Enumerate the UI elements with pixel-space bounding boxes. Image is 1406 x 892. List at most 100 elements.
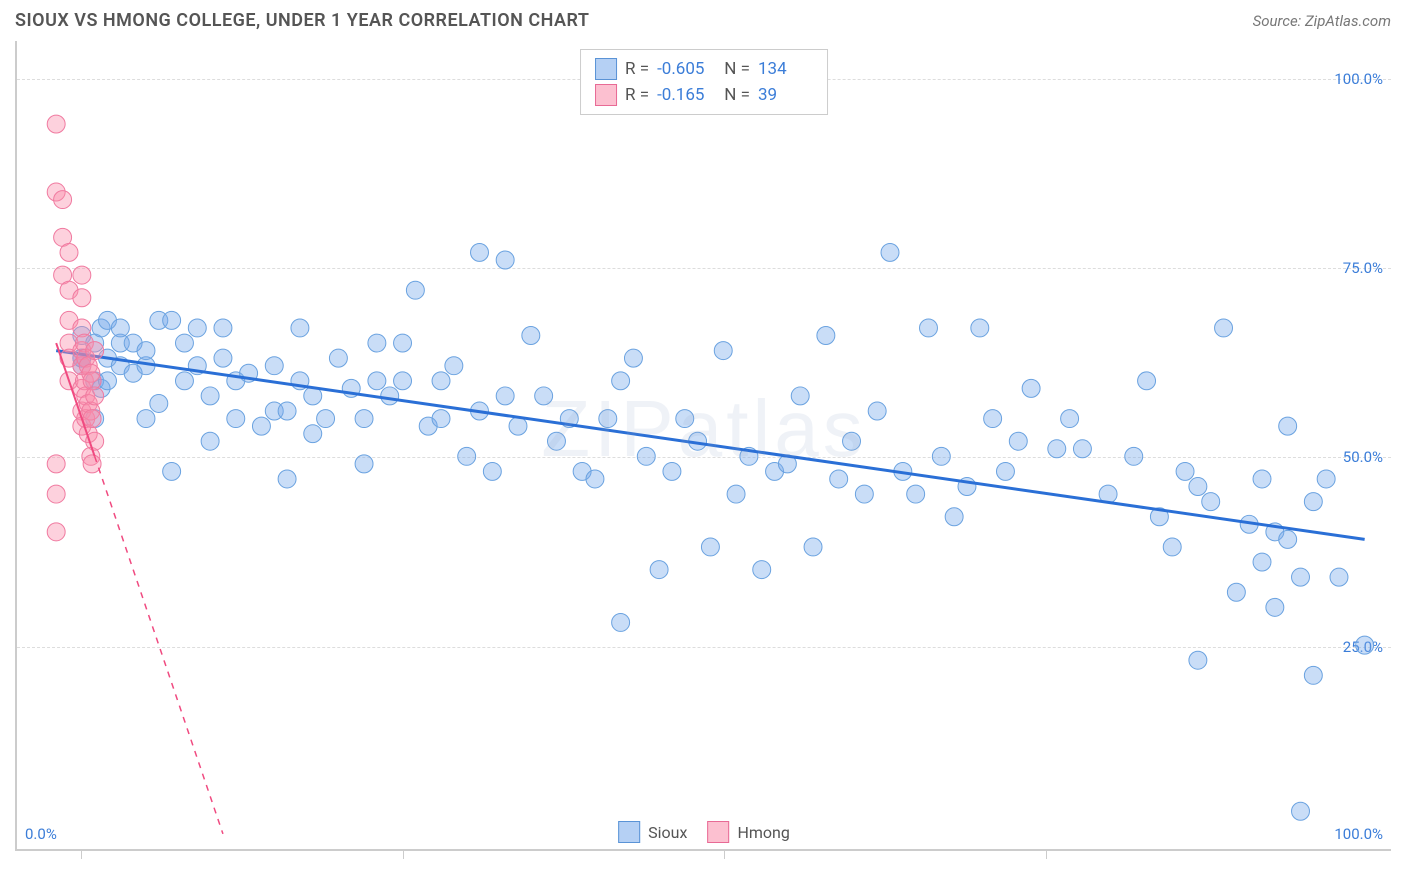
- data-point: [355, 410, 373, 428]
- data-point: [1215, 319, 1233, 337]
- data-point: [54, 191, 72, 209]
- data-point: [304, 425, 322, 443]
- data-point: [1009, 432, 1027, 450]
- data-point: [1138, 372, 1156, 390]
- data-point: [137, 410, 155, 428]
- data-point: [150, 394, 168, 412]
- data-point: [971, 319, 989, 337]
- data-point: [984, 410, 1002, 428]
- data-point: [1304, 493, 1322, 511]
- legend-row-sioux: R = -0.605 N = 134: [595, 56, 813, 82]
- chart-plot-area: College, Under 1 year ZIPatlas 25.0%50.0…: [15, 41, 1391, 851]
- data-point: [945, 508, 963, 526]
- data-point: [394, 372, 412, 390]
- data-point: [1279, 417, 1297, 435]
- data-point: [624, 349, 642, 367]
- data-point: [868, 402, 886, 420]
- legend-row-hmong: R = -0.165 N = 39: [595, 82, 813, 108]
- data-point: [1189, 478, 1207, 496]
- data-point: [535, 387, 553, 405]
- data-point: [612, 372, 630, 390]
- data-point: [60, 243, 78, 261]
- data-point: [291, 319, 309, 337]
- data-point: [163, 462, 181, 480]
- data-point: [996, 462, 1014, 480]
- data-point: [137, 342, 155, 360]
- data-point: [830, 470, 848, 488]
- data-point: [188, 319, 206, 337]
- data-point: [843, 432, 861, 450]
- data-point: [791, 387, 809, 405]
- data-point: [111, 319, 129, 337]
- data-point: [496, 387, 514, 405]
- scatter-svg: [17, 41, 1391, 849]
- data-point: [47, 455, 65, 473]
- data-point: [727, 485, 745, 503]
- data-point: [175, 372, 193, 390]
- data-point: [432, 410, 450, 428]
- data-point: [368, 334, 386, 352]
- data-point: [663, 462, 681, 480]
- data-point: [547, 432, 565, 450]
- swatch-sioux: [595, 58, 617, 80]
- data-point: [1022, 379, 1040, 397]
- data-point: [1048, 440, 1066, 458]
- data-point: [47, 115, 65, 133]
- data-point: [753, 561, 771, 579]
- data-point: [1227, 583, 1245, 601]
- data-point: [701, 538, 719, 556]
- data-point: [676, 410, 694, 428]
- data-point: [907, 485, 925, 503]
- chart-source: Source: ZipAtlas.com: [1253, 12, 1391, 30]
- swatch-sioux-bottom: [618, 821, 640, 843]
- legend-item-hmong: Hmong: [707, 821, 789, 843]
- data-point: [1125, 447, 1143, 465]
- data-point: [1202, 493, 1220, 511]
- data-point: [817, 327, 835, 345]
- x-tick-mark: [724, 849, 725, 859]
- data-point: [278, 402, 296, 420]
- data-point: [278, 470, 296, 488]
- data-point: [227, 410, 245, 428]
- data-point: [483, 462, 501, 480]
- data-point: [252, 417, 270, 435]
- data-point: [1163, 538, 1181, 556]
- data-point: [83, 410, 101, 428]
- data-point: [1253, 470, 1271, 488]
- data-point: [406, 281, 424, 299]
- data-point: [920, 319, 938, 337]
- data-point: [522, 327, 540, 345]
- data-point: [1073, 440, 1091, 458]
- data-point: [355, 455, 373, 473]
- data-point: [1356, 636, 1374, 654]
- data-point: [73, 266, 91, 284]
- data-point: [855, 485, 873, 503]
- data-point: [1266, 598, 1284, 616]
- x-tick-mark: [403, 849, 404, 859]
- data-point: [86, 342, 104, 360]
- chart-title: SIOUX VS HMONG COLLEGE, UNDER 1 YEAR COR…: [15, 10, 589, 31]
- data-point: [714, 342, 732, 360]
- data-point: [650, 561, 668, 579]
- data-point: [73, 289, 91, 307]
- data-point: [1253, 553, 1271, 571]
- data-point: [86, 387, 104, 405]
- data-point: [394, 334, 412, 352]
- data-point: [47, 523, 65, 541]
- data-point: [265, 357, 283, 375]
- x-tick-mark: [1046, 849, 1047, 859]
- data-point: [1176, 462, 1194, 480]
- data-point: [1279, 530, 1297, 548]
- data-point: [214, 349, 232, 367]
- data-point: [496, 251, 514, 269]
- data-point: [201, 387, 219, 405]
- data-point: [1292, 802, 1310, 820]
- data-point: [509, 417, 527, 435]
- data-point: [804, 538, 822, 556]
- swatch-hmong-bottom: [707, 821, 729, 843]
- correlation-legend: R = -0.605 N = 134 R = -0.165 N = 39: [580, 49, 828, 115]
- data-point: [458, 447, 476, 465]
- data-point: [47, 485, 65, 503]
- series-legend: Sioux Hmong: [618, 821, 790, 843]
- data-point: [586, 470, 604, 488]
